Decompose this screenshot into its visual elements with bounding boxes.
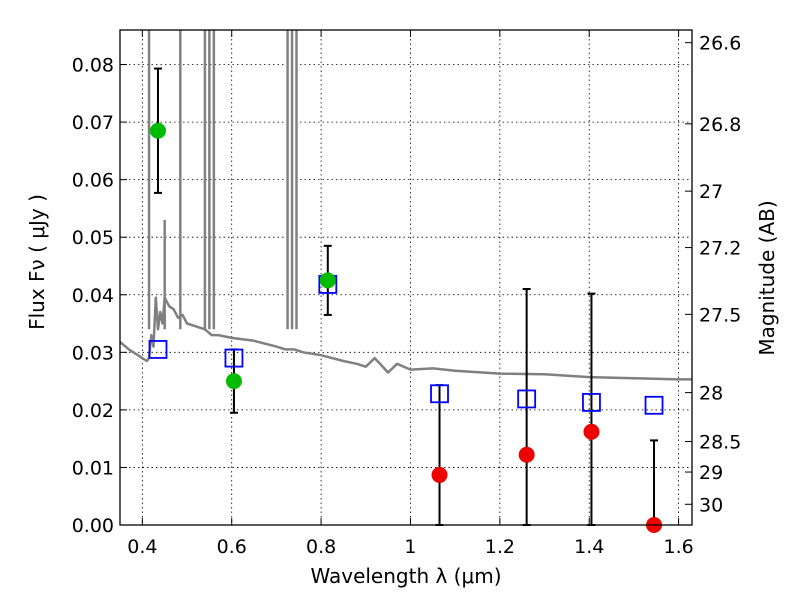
model-spectrum (119, 30, 692, 381)
y-tick-label: 0.04 (72, 285, 114, 307)
x-axis-title: Wavelength λ (μm) (310, 564, 501, 588)
x-tick-label: 1 (404, 536, 416, 558)
model-photometry-square (430, 384, 449, 404)
data-markers (148, 122, 664, 533)
y2-tick-label: 26.6 (699, 33, 741, 55)
model-photometry-square (644, 395, 664, 415)
x-tick-label: 1.6 (663, 536, 693, 558)
y-axis-title: Flux Fν ( μJy ) (25, 194, 49, 330)
y2-tick-label: 27.2 (699, 238, 741, 260)
y-tick-labels: 0.00 0.01 0.02 0.03 0.04 0.05 0.06 0.07 0.08 (72, 55, 114, 537)
detection-point (149, 122, 166, 139)
y2-tick-label: 27 (699, 181, 723, 203)
detection-point (319, 272, 336, 289)
y-tick-label: 0.07 (72, 112, 114, 134)
model-photometry-square (582, 393, 601, 412)
model-photometry-square (224, 348, 244, 368)
y2-tick-label: 28.5 (699, 432, 741, 454)
x-tick-label: 0.4 (127, 536, 157, 558)
y2-tick-label: 30 (699, 494, 723, 516)
plot-frame (119, 29, 693, 526)
model-photometry-square (148, 340, 168, 359)
x-tick-labels: 0.4 0.6 0.8 1 1.2 1.4 1.6 (127, 536, 693, 558)
model-photometry-square (517, 389, 537, 409)
y-tick-label: 0.00 (72, 515, 114, 537)
y-tick-label: 0.02 (72, 400, 114, 422)
error-bars (153, 67, 659, 526)
grid (120, 30, 692, 526)
y-tick-label: 0.01 (72, 457, 114, 479)
y-tick-label: 0.03 (72, 342, 114, 364)
tick-marks (120, 30, 692, 526)
y2-axis-title: Magnitude (AB) (755, 200, 779, 355)
y-tick-label: 0.06 (72, 170, 114, 192)
y2-tick-labels: 26.6 26.8 27 27.2 27.5 28 28.5 29 30 (699, 33, 741, 517)
x-tick-label: 0.8 (306, 536, 336, 558)
y2-tick-label: 27.5 (699, 304, 741, 326)
y2-tick-label: 26.8 (699, 114, 741, 136)
non-detection-point (431, 466, 448, 483)
y2-tick-label: 28 (699, 383, 723, 405)
y2-tick-label: 29 (699, 462, 723, 484)
spectrum-line (119, 296, 692, 381)
x-tick-label: 1.2 (485, 536, 515, 558)
y-tick-label: 0.08 (72, 55, 114, 77)
x-tick-label: 0.6 (217, 536, 247, 558)
non-detection-point (583, 423, 600, 440)
non-detection-point (518, 446, 535, 463)
detection-point (225, 373, 242, 390)
y-tick-label: 0.05 (72, 227, 114, 249)
x-tick-label: 1.4 (574, 536, 604, 558)
